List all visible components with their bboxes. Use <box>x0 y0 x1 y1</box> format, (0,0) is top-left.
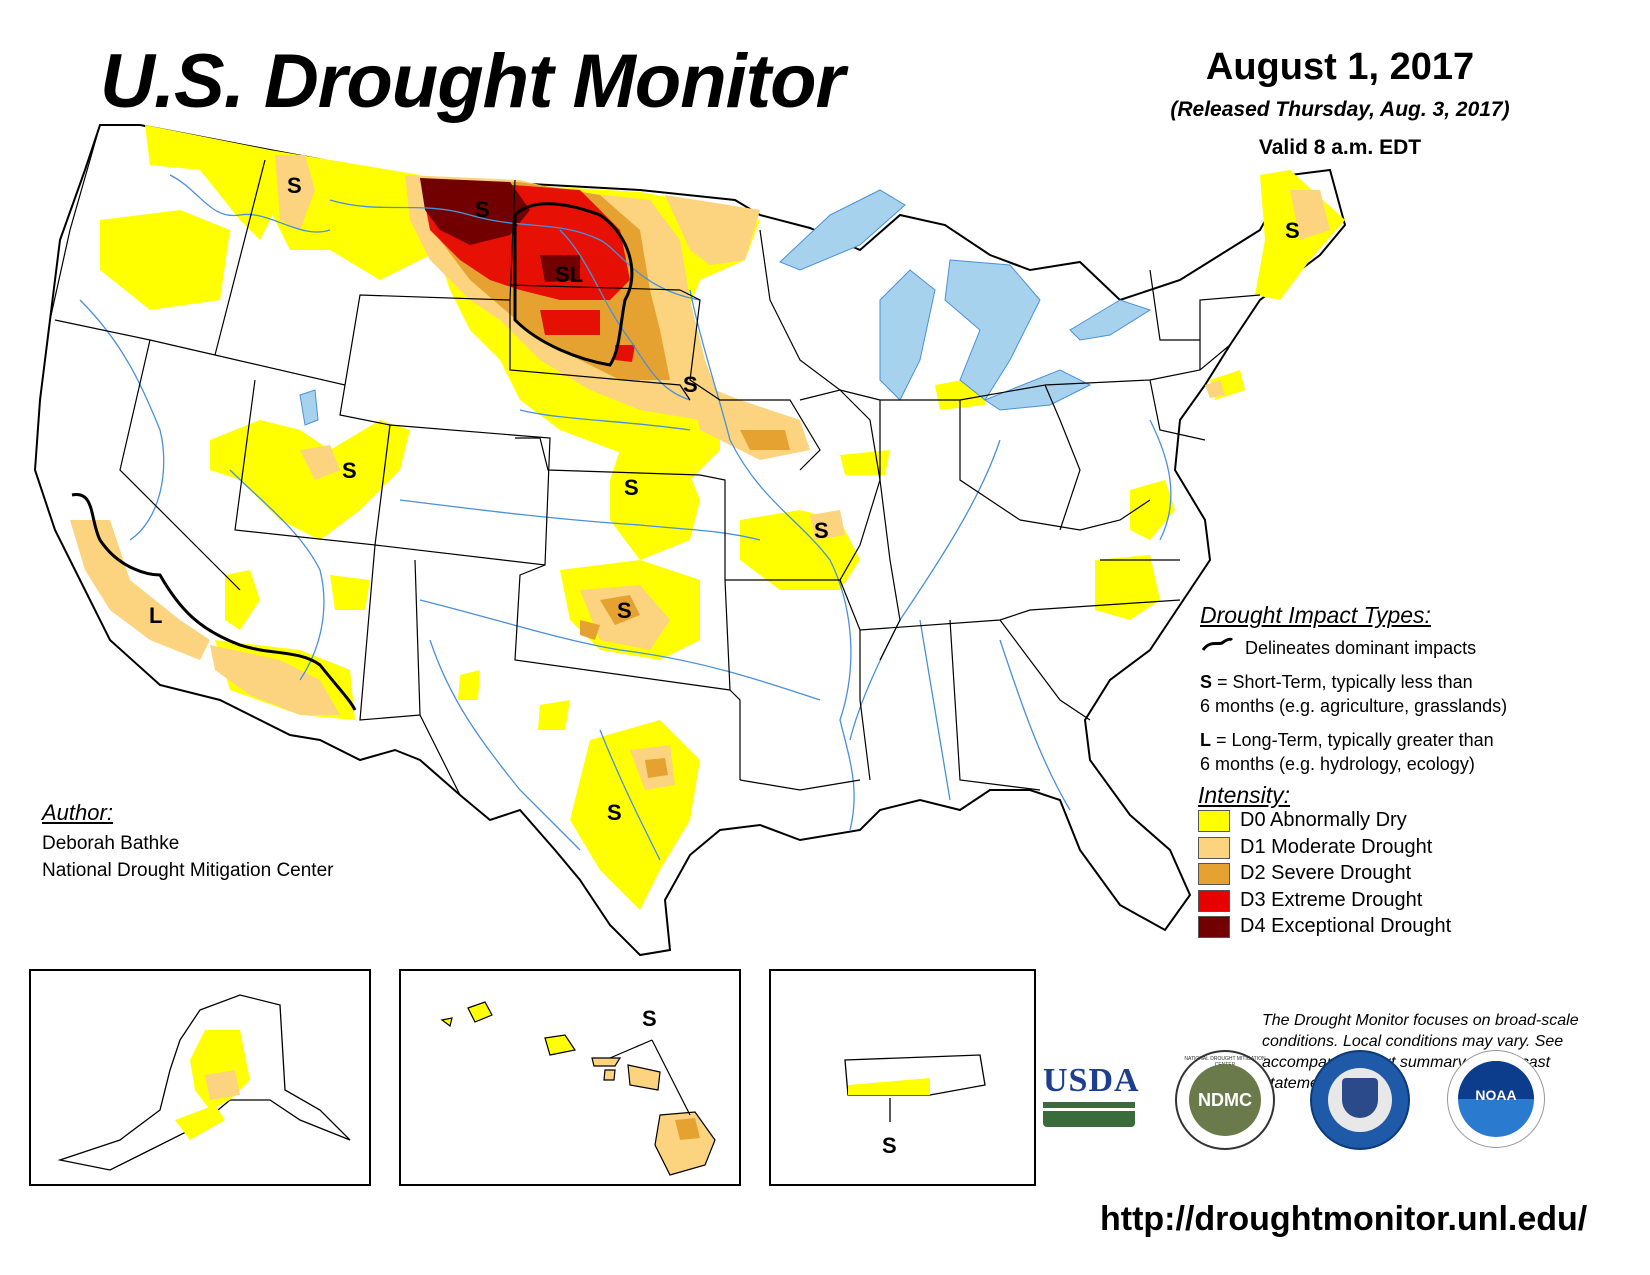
usda-logo-text: USDA <box>1043 1062 1140 1099</box>
label-s-kansas: S <box>624 475 639 500</box>
rivers <box>79 174 1172 861</box>
short-term-legend: S = Short-Term, typically less than 6 mo… <box>1200 670 1507 718</box>
delineation-icon <box>1201 637 1234 651</box>
noaa-logo-text: NOAA <box>1475 1087 1517 1103</box>
label-s-texas: S <box>607 800 622 825</box>
label-s-maine: S <box>1285 218 1300 243</box>
commerce-logo <box>1310 1050 1410 1150</box>
intensity-swatch <box>1198 916 1230 938</box>
author-org: National Drought Mitigation Center <box>42 860 334 881</box>
short-term-text: = Short-Term, typically less than <box>1217 672 1473 692</box>
usda-logo: USDA <box>1043 1062 1140 1127</box>
alaska-shape <box>57 994 351 1171</box>
author-heading: Author: <box>42 800 113 825</box>
intensity-swatch <box>1198 810 1230 832</box>
ndmc-logo: NATIONAL DROUGHT MITIGATION CENTER NDMC <box>1175 1050 1275 1150</box>
delineates-text: Delineates dominant impacts <box>1245 638 1477 658</box>
state-borders <box>49 124 1261 796</box>
short-term-key: S <box>1200 672 1213 692</box>
website-url[interactable]: http://droughtmonitor.unl.edu/ <box>1100 1200 1588 1238</box>
short-term-text2: 6 months (e.g. agriculture, grasslands) <box>1200 696 1508 716</box>
long-term-text: = Long-Term, typically greater than <box>1216 730 1494 750</box>
great-lakes <box>299 189 1152 426</box>
label-s-hawaii: S <box>642 1006 657 1031</box>
impact-types-heading: Drought Impact Types: <box>1200 602 1431 628</box>
label-sl-nd: SL <box>555 262 583 287</box>
map-date: August 1, 2017 <box>1205 46 1475 88</box>
label-s-puerto-rico: S <box>882 1133 897 1158</box>
intensity-label: D0 Abnormally Dry <box>1240 809 1407 831</box>
intensity-label: D1 Moderate Drought <box>1240 835 1433 858</box>
author-name: Deborah Bathke <box>42 833 180 854</box>
d4-areas <box>420 178 580 282</box>
hawaii-shape <box>440 1001 716 1176</box>
intensity-heading: Intensity: <box>1198 782 1291 808</box>
intensity-label: D2 Severe Drought <box>1240 862 1412 884</box>
page-title: U.S. Drought Monitor <box>100 39 845 124</box>
release-date: (Released Thursday, Aug. 3, 2017) <box>1170 98 1510 121</box>
label-s-idaho: S <box>287 173 302 198</box>
intensity-label: D4 Exceptional Drought <box>1240 915 1452 937</box>
noaa-logo: NOAA <box>1447 1050 1545 1148</box>
ndmc-logo-text: NDMC <box>1198 1090 1252 1110</box>
label-s-oklahoma: S <box>617 598 632 623</box>
intensity-swatch <box>1198 889 1230 912</box>
intensity-label: D3 Extreme Drought <box>1240 888 1423 911</box>
puerto-rico-shape <box>844 1054 986 1122</box>
intensity-legend: D0 Abnormally Dry D1 Moderate Drought D2 S… <box>1198 809 1498 945</box>
label-s-missouri: S <box>814 518 829 543</box>
label-s-iowa: S <box>683 372 698 397</box>
label-s-montana: S <box>475 197 490 222</box>
impact-delineation <box>71 202 634 711</box>
long-term-text2: 6 months (e.g. hydrology, ecology) <box>1200 754 1475 774</box>
long-term-key: L <box>1200 730 1211 750</box>
label-l-california: L <box>149 603 162 628</box>
label-s-utah: S <box>342 458 357 483</box>
long-term-legend: L = Long-Term, typically greater than 6 … <box>1200 728 1494 776</box>
valid-time: Valid 8 a.m. EDT <box>1258 136 1422 159</box>
intensity-swatch <box>1198 836 1230 859</box>
intensity-swatch <box>1198 863 1230 885</box>
